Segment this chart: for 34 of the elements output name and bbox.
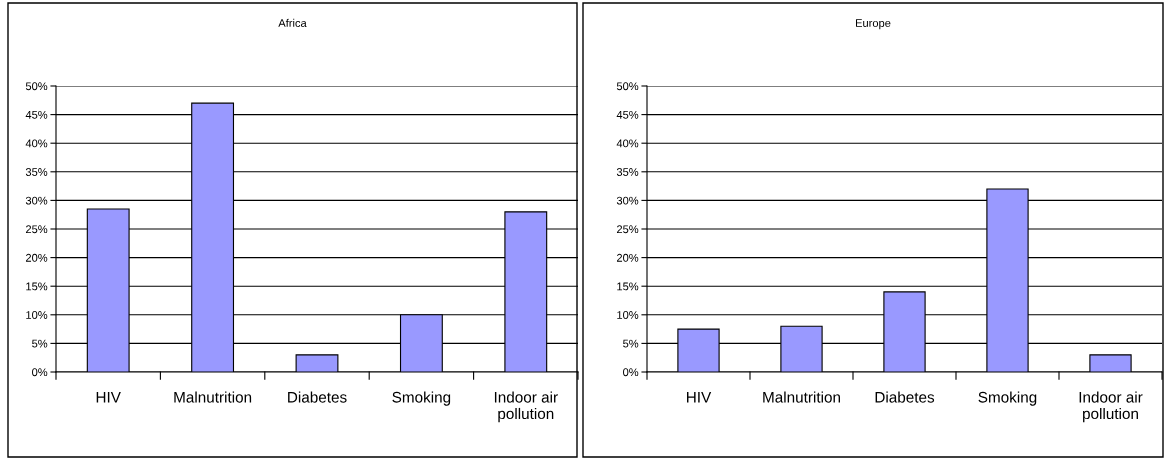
x-tick-label: Diabetes	[288, 391, 347, 403]
y-tick-label: 5%	[623, 339, 639, 348]
y-tick-label: 0%	[623, 368, 639, 377]
x-tick-label: Malnutrition	[174, 391, 252, 403]
x-tick-label: Indoor air pollution	[494, 391, 558, 423]
y-tick-label: 25%	[616, 225, 639, 234]
y-tick-label: 30%	[616, 196, 639, 205]
chart-title: Europe	[856, 19, 891, 30]
y-tick-label: 30%	[25, 196, 48, 205]
x-tick-label: HIV	[687, 392, 712, 403]
y-tick-label: 10%	[617, 311, 639, 319]
y-tick-label: 20%	[25, 253, 48, 262]
y-tick-label: 10%	[26, 311, 48, 319]
y-tick-label: 40%	[616, 139, 639, 148]
y-tick-label: 5%	[32, 339, 48, 348]
x-tick-label: Indoor air pollution	[1079, 391, 1143, 423]
x-tick-label: Malnutrition	[763, 391, 840, 403]
y-tick-label: 40%	[25, 139, 48, 148]
x-tick-label: Smoking	[392, 391, 451, 406]
x-tick-label: Smoking	[978, 391, 1037, 406]
y-tick-label: 0%	[32, 368, 48, 377]
y-tick-label: 15%	[26, 282, 48, 291]
x-tick-label: Diabetes	[875, 391, 935, 403]
x-tick-label: HIV	[96, 392, 121, 403]
y-tick-label: 45%	[25, 110, 48, 119]
y-tick-label: 35%	[616, 168, 639, 176]
y-tick-label: 50%	[25, 82, 48, 91]
y-tick-label: 25%	[25, 225, 48, 234]
y-tick-label: 35%	[25, 168, 48, 176]
y-tick-label: 50%	[616, 82, 639, 91]
y-tick-label: 20%	[616, 253, 639, 262]
y-tick-label: 45%	[616, 110, 639, 119]
y-tick-label: 15%	[617, 282, 639, 291]
chart-title: Africa	[278, 18, 307, 27]
